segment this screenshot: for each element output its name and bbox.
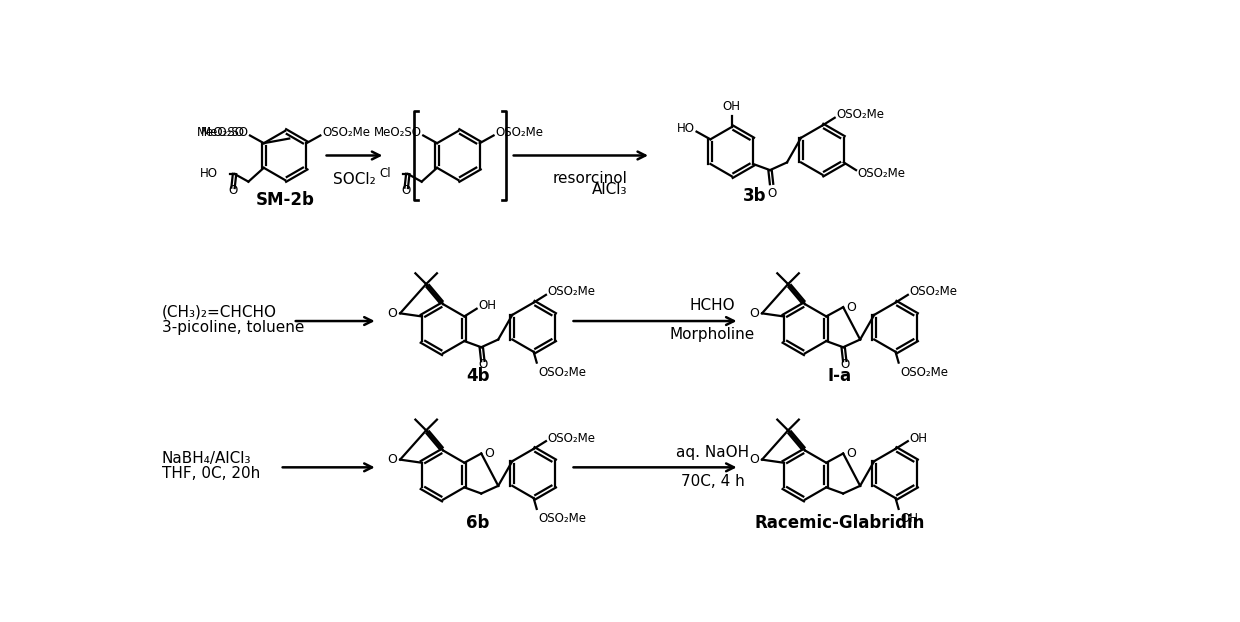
Text: OH: OH: [723, 100, 740, 113]
Text: HO: HO: [200, 167, 217, 180]
Text: O: O: [839, 358, 849, 371]
Text: OSO₂Me: OSO₂Me: [836, 108, 884, 121]
Text: O: O: [387, 453, 397, 466]
Text: 70C, 4 h: 70C, 4 h: [681, 473, 744, 488]
Text: O: O: [485, 447, 495, 460]
Text: O: O: [402, 184, 410, 197]
Text: OSO₂Me: OSO₂Me: [548, 285, 595, 299]
Text: 3b: 3b: [743, 187, 766, 205]
Text: OSO₂Me: OSO₂Me: [548, 432, 595, 445]
Text: MeO₂SO: MeO₂SO: [197, 126, 246, 139]
Text: I-a: I-a: [827, 368, 852, 386]
Text: O: O: [749, 453, 759, 466]
Text: O: O: [228, 184, 238, 197]
Text: OSO₂Me: OSO₂Me: [538, 512, 587, 525]
Text: MeO₂SO: MeO₂SO: [373, 126, 422, 139]
Text: Morpholine: Morpholine: [670, 327, 755, 342]
Text: HCHO: HCHO: [689, 299, 735, 313]
Text: Racemic-Glabridin: Racemic-Glabridin: [754, 514, 925, 532]
Text: 3-picoline, toluene: 3-picoline, toluene: [162, 320, 304, 335]
Text: O: O: [479, 358, 487, 371]
Text: HO: HO: [677, 122, 694, 135]
Text: OSO₂Me: OSO₂Me: [900, 366, 949, 379]
Text: 4b: 4b: [466, 368, 490, 386]
Text: 6b: 6b: [466, 514, 490, 532]
Text: O: O: [846, 300, 856, 313]
Text: OSO₂Me: OSO₂Me: [538, 366, 587, 379]
Text: Cl: Cl: [379, 167, 391, 180]
Text: AlCl₃: AlCl₃: [593, 182, 627, 197]
Text: OSO₂Me: OSO₂Me: [909, 285, 957, 299]
Text: OSO₂Me: OSO₂Me: [495, 126, 543, 139]
Text: O: O: [846, 447, 856, 460]
Text: SM-2b: SM-2b: [255, 191, 315, 209]
Text: MeO₂SO: MeO₂SO: [201, 126, 248, 139]
Text: OSO₂Me: OSO₂Me: [858, 167, 905, 180]
Text: aq. NaOH: aq. NaOH: [676, 445, 749, 460]
Text: (CH₃)₂=CHCHO: (CH₃)₂=CHCHO: [162, 304, 277, 319]
Text: OSO₂Me: OSO₂Me: [322, 126, 370, 139]
Text: O: O: [749, 307, 759, 320]
Text: OH: OH: [909, 432, 928, 445]
Text: NaBH₄/AlCl₃: NaBH₄/AlCl₃: [162, 450, 252, 466]
Text: O: O: [768, 187, 776, 200]
Text: resorcinol: resorcinol: [553, 171, 627, 186]
Text: OH: OH: [479, 299, 496, 312]
Text: THF, 0C, 20h: THF, 0C, 20h: [162, 466, 260, 481]
Text: SOCl₂: SOCl₂: [334, 172, 376, 187]
Text: O: O: [387, 307, 397, 320]
Text: OH: OH: [900, 512, 918, 525]
